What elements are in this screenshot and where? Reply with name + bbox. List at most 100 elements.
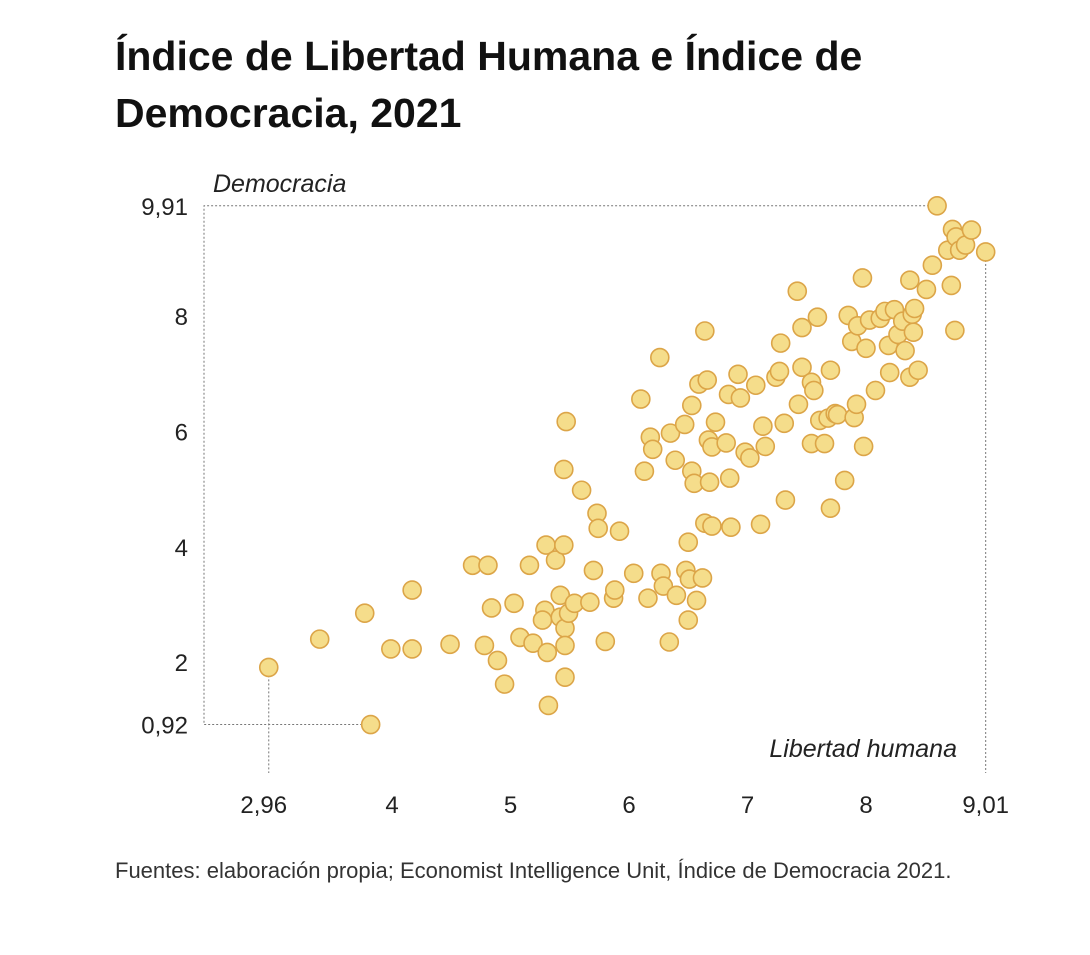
data-point [402,639,422,659]
data-point [494,674,515,694]
data-point [879,362,900,383]
x-axis-label: Libertad humana [769,735,957,763]
x-axis-ticks: 2,96 4 5 6 7 8 9,01 [240,792,1009,819]
data-point [666,585,687,606]
data-point [697,370,718,390]
data-point [807,307,828,327]
source-note: Fuentes: elaboración propia; Economist I… [115,858,952,883]
data-point [402,580,422,600]
data-point [678,610,699,630]
data-point [975,242,996,262]
y-tick-label: 0,92 [141,713,188,740]
data-point [769,361,790,382]
data-point [554,535,574,555]
data-point [922,255,943,276]
data-point [580,592,600,612]
data-point [814,433,835,454]
x-tick-label: 5 [504,792,517,819]
data-point [638,588,658,608]
data-point [686,590,707,611]
data-point [474,635,495,656]
data-point [555,635,575,656]
points-layer [258,195,996,735]
data-point [665,450,686,471]
data-point [961,220,982,240]
x-tick-label: 6 [622,792,635,819]
data-point [775,490,796,510]
data-point [674,414,695,435]
data-point [583,560,604,581]
data-point [895,340,915,361]
data-point [853,436,874,457]
data-point [538,695,559,716]
data-point [903,322,924,342]
data-point [660,423,681,443]
data-point [755,436,776,457]
guide-top [203,205,938,726]
y-tick-label: 8 [175,304,188,331]
data-point [545,550,566,570]
data-point [705,412,726,432]
data-point [804,380,824,401]
data-point [774,413,795,434]
data-point [856,338,876,359]
data-point [904,298,925,319]
data-point [827,404,848,425]
data-point [770,333,791,353]
data-point [927,195,947,216]
data-point [504,593,524,614]
data-point [865,380,886,401]
data-point [908,360,928,381]
data-point [556,411,576,432]
data-point [750,514,771,535]
data-point [820,360,841,381]
x-tick-label: 9,01 [962,792,1009,819]
data-point [852,268,873,288]
data-point [440,634,460,655]
data-point [740,448,760,468]
data-point [692,568,713,588]
data-point [659,632,680,652]
data-point [523,633,543,653]
data-point [595,631,616,652]
data-point [360,714,381,735]
data-point [719,468,740,488]
data-point [792,317,812,338]
x-tick-label: 7 [741,792,754,819]
data-point [792,357,812,378]
data-point [721,517,741,537]
data-point [623,563,644,584]
y-tick-label: 6 [175,419,188,446]
data-point [682,395,702,416]
data-point [554,459,574,480]
data-point [788,394,809,415]
data-point [481,598,502,618]
data-point [846,394,867,415]
data-point [604,580,625,600]
data-point [381,639,401,659]
data-point [631,389,651,409]
data-point [900,270,920,291]
data-point [745,375,766,396]
data-point [695,321,715,341]
data-point [634,461,655,482]
y-tick-label: 9,91 [141,194,188,221]
x-tick-label: 4 [385,792,398,819]
data-point [309,629,330,649]
data-point [650,347,670,368]
data-point [728,364,748,385]
data-point [354,603,375,623]
x-tick-label: 2,96 [240,792,287,819]
data-point [555,667,575,688]
y-axis-ticks: 0,92 2 4 6 8 9,91 [141,194,188,740]
data-point [753,416,773,437]
data-point [519,555,540,576]
y-axis-label: Democracia [213,170,346,198]
data-point [834,470,855,491]
x-tick-label: 8 [859,792,872,819]
data-point [730,388,751,408]
data-point [716,433,736,453]
data-point [820,498,841,518]
data-point [699,472,720,492]
